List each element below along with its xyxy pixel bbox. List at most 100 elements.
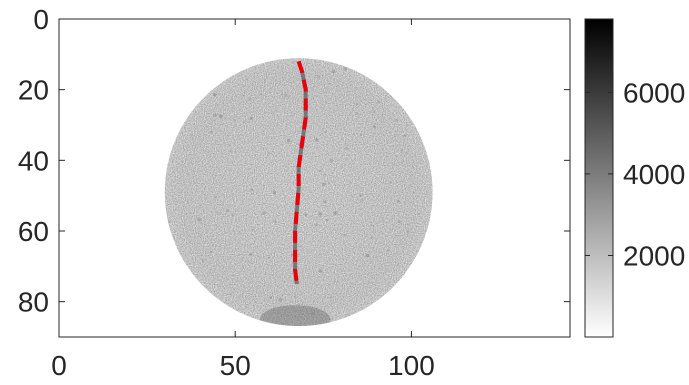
heatmap-disc bbox=[164, 58, 433, 327]
speckle bbox=[406, 230, 410, 234]
speckle bbox=[386, 282, 390, 286]
speckle bbox=[318, 269, 323, 273]
crack-path-line bbox=[293, 60, 308, 285]
speckle bbox=[222, 125, 225, 129]
speckle bbox=[323, 130, 327, 134]
disc-speckles bbox=[167, 60, 429, 325]
speckle bbox=[373, 125, 376, 129]
speckle bbox=[299, 256, 303, 261]
speckle bbox=[243, 282, 247, 286]
speckle bbox=[397, 199, 400, 203]
speckle bbox=[326, 218, 329, 222]
speckle bbox=[178, 153, 182, 158]
speckle bbox=[233, 87, 237, 91]
speckle bbox=[362, 258, 364, 260]
speckle bbox=[412, 191, 415, 194]
speckle bbox=[306, 133, 310, 137]
speckle bbox=[323, 130, 325, 133]
speckle bbox=[405, 151, 409, 155]
y-tick-label: 20 bbox=[18, 75, 49, 106]
speckle bbox=[260, 93, 263, 96]
speckle bbox=[355, 94, 357, 96]
speckle bbox=[317, 75, 321, 79]
speckle bbox=[314, 60, 318, 64]
speckle bbox=[253, 135, 256, 138]
speckle bbox=[285, 178, 289, 182]
speckle bbox=[322, 182, 326, 186]
speckle bbox=[408, 228, 412, 232]
speckle bbox=[254, 99, 256, 101]
y-tick-label: 0 bbox=[33, 4, 49, 35]
speckle bbox=[348, 181, 352, 184]
speckle bbox=[328, 225, 330, 228]
speckle bbox=[355, 102, 358, 106]
speckle bbox=[347, 312, 351, 316]
speckle bbox=[400, 148, 403, 152]
speckle bbox=[358, 188, 361, 191]
speckle bbox=[277, 273, 281, 277]
speckle bbox=[402, 163, 407, 167]
speckle bbox=[267, 151, 270, 155]
speckle bbox=[194, 111, 197, 114]
speckle bbox=[304, 212, 308, 216]
speckle bbox=[336, 281, 338, 283]
speckle bbox=[208, 201, 212, 205]
speckle bbox=[283, 96, 287, 100]
speckle bbox=[271, 124, 274, 127]
speckle bbox=[249, 160, 253, 164]
speckle bbox=[214, 195, 217, 199]
speckle bbox=[353, 75, 357, 79]
speckle bbox=[193, 265, 195, 267]
speckle bbox=[359, 194, 362, 197]
speckle bbox=[250, 188, 254, 191]
speckle bbox=[228, 243, 231, 246]
speckle bbox=[190, 133, 194, 138]
speckle bbox=[299, 245, 302, 248]
speckle bbox=[338, 124, 341, 128]
speckle bbox=[228, 117, 231, 120]
speckle bbox=[290, 253, 294, 257]
speckle bbox=[249, 253, 253, 256]
speckle bbox=[201, 259, 205, 262]
speckle bbox=[267, 79, 271, 83]
speckle bbox=[216, 166, 219, 169]
y-tick-label: 40 bbox=[18, 145, 49, 176]
speckle bbox=[341, 232, 344, 235]
speckle bbox=[277, 175, 281, 179]
speckle bbox=[220, 215, 224, 219]
bottom-dark-region bbox=[259, 305, 331, 327]
speckle bbox=[284, 93, 288, 97]
speckle bbox=[360, 100, 362, 102]
speckle bbox=[395, 234, 397, 237]
speckle bbox=[260, 151, 265, 156]
speckle bbox=[359, 134, 363, 137]
speckle bbox=[294, 148, 298, 152]
x-tick-label: 100 bbox=[388, 350, 435, 381]
speckle bbox=[413, 162, 417, 166]
speckle bbox=[210, 251, 213, 254]
speckle bbox=[332, 211, 337, 215]
speckle bbox=[251, 226, 254, 229]
speckle bbox=[241, 90, 244, 93]
speckle bbox=[337, 125, 340, 128]
speckle bbox=[333, 106, 338, 111]
colorbar-tick-label: 2000 bbox=[623, 240, 685, 271]
speckle bbox=[339, 227, 342, 230]
speckle bbox=[255, 285, 259, 289]
speckle bbox=[335, 112, 339, 116]
speckle bbox=[418, 201, 422, 205]
speckle bbox=[231, 214, 234, 217]
speckle bbox=[296, 253, 300, 257]
speckle bbox=[292, 97, 295, 100]
speckle bbox=[251, 179, 254, 182]
speckle bbox=[319, 169, 322, 173]
speckle bbox=[372, 125, 376, 128]
speckle bbox=[248, 260, 251, 264]
speckle bbox=[315, 223, 319, 227]
speckle bbox=[311, 150, 315, 153]
speckle bbox=[360, 208, 362, 210]
speckle bbox=[173, 197, 175, 199]
speckle bbox=[271, 137, 273, 140]
speckle bbox=[290, 113, 293, 117]
speckle bbox=[356, 235, 360, 239]
